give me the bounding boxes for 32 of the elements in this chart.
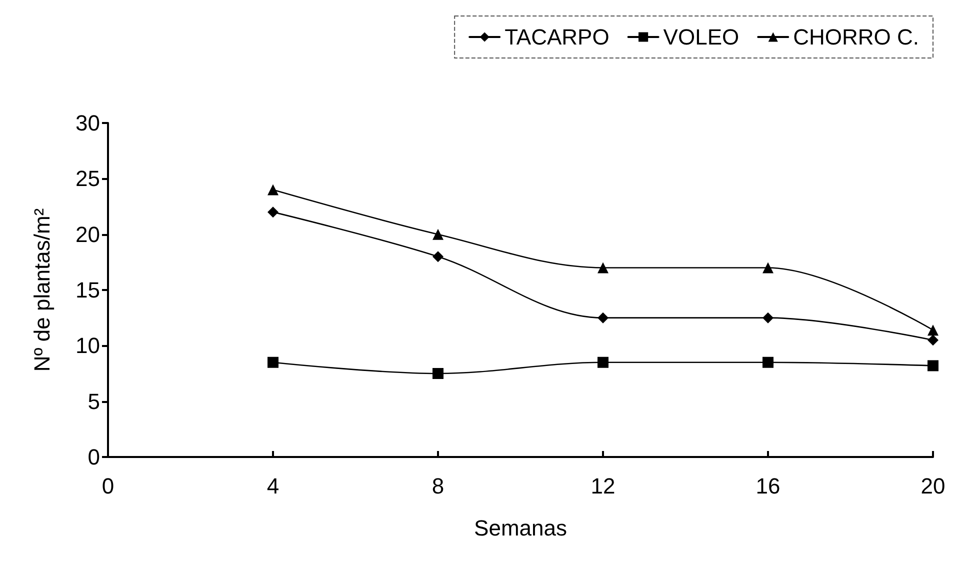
point (928, 324, 938, 336)
x-tick-label: 16 (756, 474, 780, 498)
point (762, 262, 774, 274)
point (598, 356, 608, 368)
y-tick-label: 20 (76, 222, 100, 247)
point (268, 356, 278, 368)
x-tick-label: 12 (590, 474, 616, 498)
legend-label: CHORRO C. (793, 24, 920, 50)
point (762, 312, 774, 324)
y-tick-label: 15 (76, 278, 100, 302)
point (928, 334, 938, 346)
point (762, 356, 774, 368)
y-axis-title: Nº de plantas/m² (30, 208, 54, 372)
point (598, 312, 608, 324)
point (268, 184, 278, 196)
legend-label: TACARPO (504, 24, 610, 50)
point (432, 251, 444, 262)
x-tick-label: 20 (920, 474, 946, 498)
point (598, 262, 608, 274)
y-tick-label: 5 (88, 388, 100, 414)
point (928, 360, 938, 372)
y-tick-label: 30 (76, 110, 100, 136)
y-tick-label: 0 (88, 444, 100, 470)
point (432, 368, 444, 379)
point (268, 206, 278, 218)
y-tick-label: 10 (76, 333, 100, 358)
legend-label: VOLEO (663, 24, 740, 50)
x-tick-label: 4 (266, 474, 280, 498)
x-tick-label: 8 (432, 474, 444, 498)
x-axis-title: Semanas (474, 516, 567, 540)
y-tick-label: 25 (76, 166, 100, 192)
point (432, 228, 444, 240)
